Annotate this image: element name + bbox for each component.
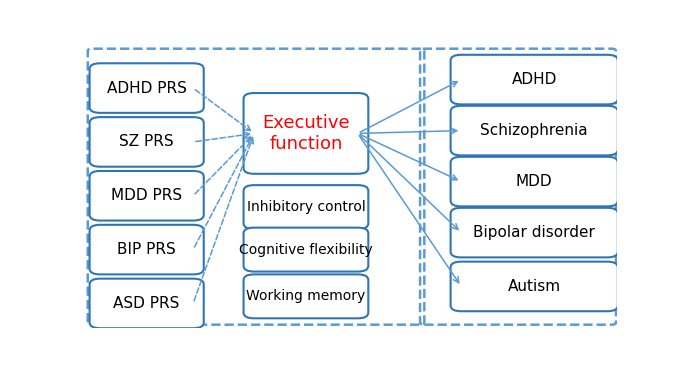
FancyBboxPatch shape bbox=[451, 55, 618, 105]
Text: Inhibitory control: Inhibitory control bbox=[247, 200, 365, 214]
FancyBboxPatch shape bbox=[90, 171, 203, 220]
Text: MDD: MDD bbox=[516, 174, 553, 189]
Text: SZ PRS: SZ PRS bbox=[119, 134, 174, 149]
Text: Executive
function: Executive function bbox=[262, 114, 350, 153]
Text: BIP PRS: BIP PRS bbox=[117, 242, 176, 257]
Text: Schizophrenia: Schizophrenia bbox=[480, 123, 588, 138]
Text: ASD PRS: ASD PRS bbox=[114, 296, 180, 311]
FancyBboxPatch shape bbox=[90, 63, 203, 113]
FancyBboxPatch shape bbox=[244, 275, 369, 318]
FancyBboxPatch shape bbox=[451, 106, 618, 155]
FancyBboxPatch shape bbox=[90, 279, 203, 328]
FancyBboxPatch shape bbox=[90, 117, 203, 167]
FancyBboxPatch shape bbox=[451, 208, 618, 257]
Text: ADHD: ADHD bbox=[512, 72, 557, 87]
Text: Working memory: Working memory bbox=[247, 289, 366, 303]
Text: Bipolar disorder: Bipolar disorder bbox=[473, 225, 595, 240]
FancyBboxPatch shape bbox=[90, 225, 203, 275]
FancyBboxPatch shape bbox=[244, 228, 369, 272]
FancyBboxPatch shape bbox=[451, 157, 618, 206]
FancyBboxPatch shape bbox=[244, 93, 369, 174]
FancyBboxPatch shape bbox=[451, 262, 618, 311]
Text: MDD PRS: MDD PRS bbox=[111, 188, 182, 203]
Text: ADHD PRS: ADHD PRS bbox=[107, 81, 186, 96]
Text: Autism: Autism bbox=[508, 279, 561, 294]
Text: Cognitive flexibility: Cognitive flexibility bbox=[239, 243, 373, 256]
FancyBboxPatch shape bbox=[244, 185, 369, 229]
